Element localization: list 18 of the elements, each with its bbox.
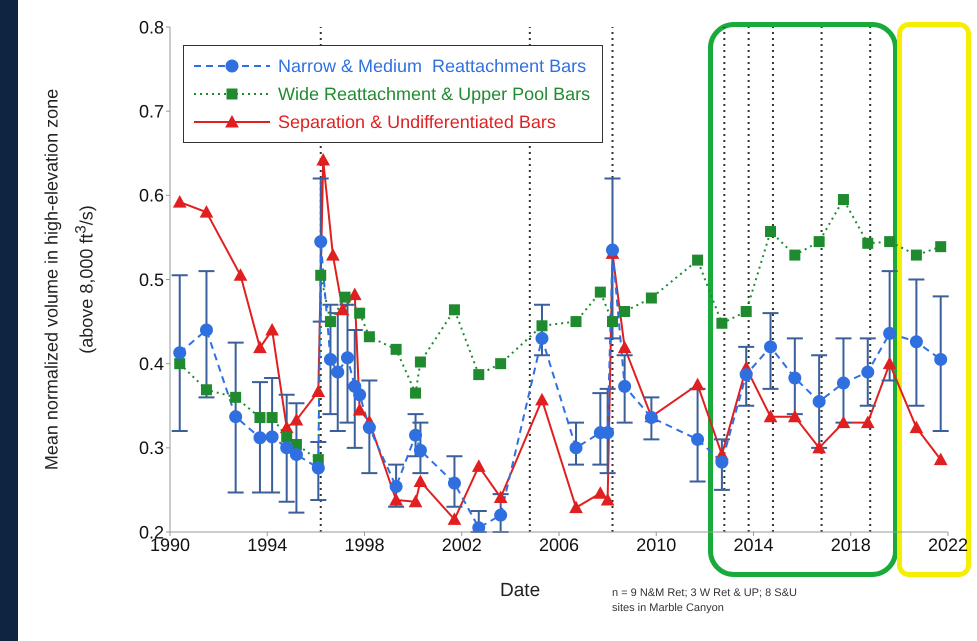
x-tick-label: 2006: [538, 534, 580, 555]
legend-label: Wide Reattachment & Upper Pool Bars: [278, 84, 590, 104]
x-tick-label: 2014: [733, 534, 774, 555]
x-tick-label: 2018: [830, 534, 871, 555]
x-tick-label: 2010: [636, 534, 676, 555]
x-axis-title: Date: [500, 580, 540, 602]
y-tick-label: 0.8: [138, 17, 164, 38]
x-tick-label: 1998: [344, 534, 385, 555]
y-tick-label: 0.4: [138, 354, 164, 374]
text: n = 9 N&M Ret; 3 W Ret & UP; 8 S&U sites in Marble Canyon: [612, 586, 798, 616]
legend-label: Narrow & Medium Reattachment Bars: [278, 56, 586, 76]
y-tick-label: 0.3: [138, 438, 164, 458]
y-tick-label: 0.7: [138, 102, 164, 122]
legend-label: Separation & Undifferentiated Bars: [278, 112, 556, 132]
x-tick-label: 2002: [442, 534, 482, 555]
y-tick-label: 0.5: [138, 270, 164, 290]
x-tick-label: 1994: [247, 534, 288, 555]
y-tick-label: 0.6: [138, 186, 164, 206]
